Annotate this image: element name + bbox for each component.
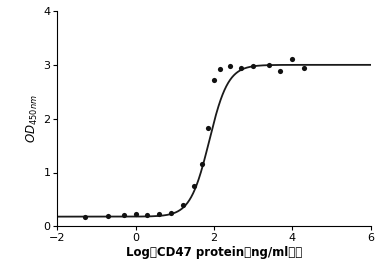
Point [211,78,217,82]
Point [82,214,88,219]
Point [238,65,244,70]
Point [217,67,223,71]
Point [205,126,211,131]
Point [301,66,307,70]
Point [105,213,111,218]
Point [289,57,295,62]
Point [199,162,205,167]
X-axis label: Log（CD47 protein（ng/ml））: Log（CD47 protein（ng/ml）） [126,246,302,259]
Point [168,211,174,215]
Point [133,212,139,217]
Point [156,212,162,217]
Point [265,63,272,67]
Point [144,213,151,217]
Point [250,64,256,68]
Point [191,184,197,188]
Point [121,213,127,217]
Point [277,69,283,73]
Point [227,64,233,69]
Y-axis label: OD$_{450nm}$: OD$_{450nm}$ [25,94,40,143]
Point [180,203,186,207]
